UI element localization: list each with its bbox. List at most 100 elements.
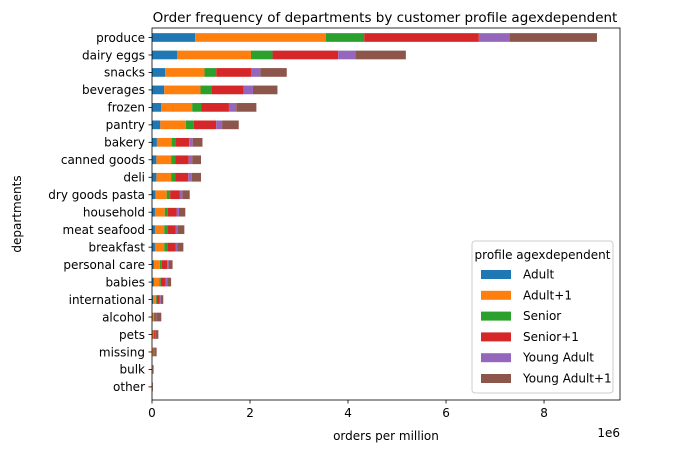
bar-personal-care-young-adult bbox=[167, 260, 169, 269]
bar-international-seniorplus1 bbox=[156, 295, 160, 304]
bar-personal-care-adult bbox=[152, 260, 154, 269]
y-tick-label: dairy eggs bbox=[82, 48, 145, 62]
bar-beverages-adultplus1 bbox=[164, 85, 201, 95]
legend-swatch bbox=[481, 311, 511, 321]
legend-swatch bbox=[481, 374, 511, 383]
bar-breakfast-adult bbox=[152, 242, 155, 252]
legend-swatch bbox=[481, 270, 511, 279]
y-tick-label: pantry bbox=[106, 118, 145, 132]
bar-beverages-adult bbox=[152, 85, 165, 95]
legend-title: profile agexdependent bbox=[475, 248, 611, 262]
bar-produce-young-adultplus1 bbox=[509, 33, 597, 42]
bar-personal-care-young-adultplus1 bbox=[168, 260, 173, 269]
bar-beverages-seniorplus1 bbox=[211, 85, 244, 95]
y-axis-label: departments bbox=[10, 175, 24, 252]
bar-dairy-eggs-seniorplus1 bbox=[272, 50, 339, 60]
bar-bakery-seniorplus1 bbox=[176, 137, 190, 147]
legend-items: Adult Adult+1 Senior Senior+1 Young Adult You… bbox=[481, 268, 612, 386]
bar-household-adultplus1 bbox=[154, 207, 165, 217]
bar-beverages-senior bbox=[200, 85, 212, 95]
y-tick-label: international bbox=[69, 293, 145, 307]
y-tick-label: alcohol bbox=[102, 310, 145, 324]
bar-pantry-young-adult bbox=[216, 120, 223, 130]
bar-deli-young-adult bbox=[188, 172, 192, 182]
bar-meat-seafood-young-adultplus1 bbox=[177, 225, 185, 235]
y-tick-label: other bbox=[113, 380, 145, 394]
bar-frozen-adultplus1 bbox=[161, 103, 193, 112]
bar-dry-goods-pasta-young-adult bbox=[179, 190, 183, 200]
bar-snacks-senior bbox=[204, 68, 217, 77]
bar-breakfast-young-adultplus1 bbox=[177, 242, 184, 252]
bar-household-seniorplus1 bbox=[167, 207, 177, 217]
bar-international-senior bbox=[155, 295, 157, 304]
bar-meat-seafood-senior bbox=[164, 225, 168, 235]
bar-household-adult bbox=[152, 207, 155, 217]
bar-dairy-eggs-senior bbox=[250, 50, 273, 60]
bar-produce-adultplus1 bbox=[195, 33, 326, 42]
bar-pantry-seniorplus1 bbox=[193, 120, 217, 130]
bar-snacks-adultplus1 bbox=[165, 68, 205, 77]
bar-dairy-eggs-young-adultplus1 bbox=[355, 50, 406, 60]
bar-missing-young-adultplus1 bbox=[154, 347, 157, 357]
legend-label: Adult+1 bbox=[523, 288, 572, 302]
bar-snacks-adult bbox=[152, 68, 166, 77]
bar-produce-senior bbox=[325, 33, 365, 42]
bar-produce-adult bbox=[152, 33, 196, 42]
bar-alcohol-young-adultplus1 bbox=[156, 312, 162, 322]
bar-deli-adultplus1 bbox=[156, 172, 172, 182]
bar-pantry-adultplus1 bbox=[160, 120, 186, 130]
bar-international-young-adult bbox=[159, 295, 161, 304]
bars-layer bbox=[152, 33, 597, 392]
bar-breakfast-adultplus1 bbox=[154, 242, 165, 252]
y-tick-label: pets bbox=[119, 328, 145, 342]
bar-produce-young-adult bbox=[478, 33, 510, 42]
bar-dry-goods-pasta-adultplus1 bbox=[155, 190, 167, 200]
bar-babies-young-adultplus1 bbox=[167, 277, 172, 287]
bar-pets-young-adultplus1 bbox=[155, 330, 159, 339]
x-tick-label: 8 bbox=[540, 406, 548, 420]
y-axis-ticks: produce dairy eggs snacks beverages frozen pa… bbox=[48, 31, 152, 394]
bar-canned-goods-young-adultplus1 bbox=[192, 155, 202, 165]
bar-dry-goods-pasta-young-adultplus1 bbox=[182, 190, 190, 200]
bar-dry-goods-pasta-adult bbox=[152, 190, 156, 200]
y-tick-label: frozen bbox=[107, 101, 145, 115]
y-tick-label: canned goods bbox=[61, 153, 145, 167]
bar-frozen-young-adultplus1 bbox=[236, 103, 257, 112]
bar-beverages-young-adultplus1 bbox=[252, 85, 278, 95]
bar-bakery-senior bbox=[171, 137, 177, 147]
bar-canned-goods-adultplus1 bbox=[156, 155, 172, 165]
y-tick-label: beverages bbox=[82, 83, 145, 97]
bar-bakery-young-adultplus1 bbox=[192, 137, 203, 147]
legend-swatch bbox=[481, 290, 511, 300]
bar-bakery-adultplus1 bbox=[156, 137, 172, 147]
y-tick-label: meat seafood bbox=[63, 223, 145, 237]
bar-produce-seniorplus1 bbox=[364, 33, 479, 42]
bar-breakfast-seniorplus1 bbox=[167, 242, 176, 252]
bar-frozen-seniorplus1 bbox=[201, 103, 229, 112]
bar-deli-seniorplus1 bbox=[175, 172, 189, 182]
bar-pantry-young-adultplus1 bbox=[222, 120, 239, 130]
y-tick-label: missing bbox=[99, 345, 145, 359]
legend: profile agexdependent Adult Adult+1 Senior… bbox=[471, 240, 614, 394]
bar-canned-goods-senior bbox=[171, 155, 176, 165]
bar-personal-care-adultplus1 bbox=[153, 260, 160, 269]
bar-household-senior bbox=[164, 207, 168, 217]
bar-meat-seafood-seniorplus1 bbox=[167, 225, 176, 235]
y-tick-label: personal care bbox=[63, 258, 145, 272]
bar-frozen-senior bbox=[192, 103, 202, 112]
bar-canned-goods-young-adult bbox=[188, 155, 193, 165]
bar-dry-goods-pasta-senior bbox=[166, 190, 171, 200]
bar-breakfast-senior bbox=[164, 242, 168, 252]
bar-bakery-young-adult bbox=[189, 137, 193, 147]
bar-household-young-adult bbox=[176, 207, 179, 217]
bar-missing-seniorplus1 bbox=[153, 347, 154, 357]
bar-personal-care-seniorplus1 bbox=[161, 260, 168, 269]
bar-missing-adultplus1 bbox=[152, 347, 153, 357]
bar-dry-goods-pasta-seniorplus1 bbox=[170, 190, 180, 200]
y-tick-label: household bbox=[83, 206, 145, 220]
y-tick-label: bakery bbox=[104, 136, 145, 150]
y-tick-label: dry goods pasta bbox=[48, 188, 145, 202]
legend-swatch bbox=[481, 353, 511, 363]
bar-bakery-adult bbox=[152, 137, 157, 147]
